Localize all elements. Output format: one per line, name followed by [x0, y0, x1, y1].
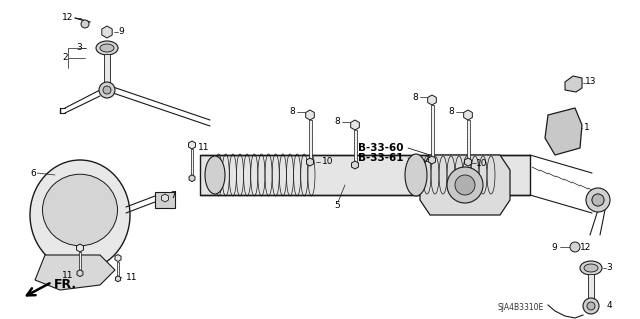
Ellipse shape — [580, 261, 602, 275]
Ellipse shape — [100, 44, 114, 52]
Text: 5: 5 — [334, 201, 340, 210]
Polygon shape — [463, 110, 472, 120]
Text: 8: 8 — [412, 93, 418, 101]
Circle shape — [455, 175, 475, 195]
Text: 11: 11 — [62, 271, 74, 279]
Polygon shape — [189, 141, 195, 149]
Text: 9: 9 — [118, 27, 124, 36]
Polygon shape — [420, 155, 510, 215]
Ellipse shape — [42, 174, 118, 246]
Text: 4: 4 — [607, 301, 612, 310]
Bar — [467, 120, 470, 162]
Bar — [104, 54, 110, 86]
Text: B-33-61: B-33-61 — [358, 153, 403, 163]
Circle shape — [587, 302, 595, 310]
Circle shape — [592, 194, 604, 206]
Polygon shape — [465, 158, 472, 166]
Circle shape — [103, 86, 111, 94]
Polygon shape — [307, 158, 314, 166]
Text: 7: 7 — [170, 190, 176, 199]
Text: 8: 8 — [334, 117, 340, 127]
Polygon shape — [161, 194, 168, 202]
Circle shape — [99, 82, 115, 98]
Circle shape — [583, 298, 599, 314]
Bar — [191, 149, 193, 175]
Polygon shape — [545, 108, 582, 155]
Bar — [200, 155, 530, 195]
Bar — [353, 130, 356, 165]
Text: 1: 1 — [584, 123, 589, 132]
Text: 2: 2 — [62, 54, 68, 63]
Polygon shape — [102, 26, 112, 38]
Text: 9: 9 — [551, 242, 557, 251]
Text: 8: 8 — [289, 108, 295, 116]
Ellipse shape — [205, 156, 225, 194]
Ellipse shape — [30, 160, 130, 270]
Polygon shape — [77, 244, 83, 252]
Circle shape — [447, 167, 483, 203]
Polygon shape — [189, 175, 195, 182]
Polygon shape — [351, 120, 359, 130]
Text: 10: 10 — [476, 159, 488, 167]
Text: 12: 12 — [62, 13, 74, 23]
Circle shape — [592, 194, 604, 206]
Polygon shape — [77, 270, 83, 277]
Circle shape — [586, 188, 610, 212]
Text: 11: 11 — [198, 144, 209, 152]
Polygon shape — [429, 156, 435, 164]
Text: FR.: FR. — [54, 278, 77, 291]
Polygon shape — [115, 255, 121, 262]
Text: 8: 8 — [448, 108, 454, 116]
Text: 6: 6 — [30, 168, 36, 177]
Polygon shape — [428, 95, 436, 105]
Ellipse shape — [96, 41, 118, 55]
Text: 13: 13 — [585, 78, 596, 86]
Circle shape — [81, 20, 89, 28]
Polygon shape — [35, 255, 115, 290]
Text: 11: 11 — [126, 273, 138, 283]
Text: 10: 10 — [322, 158, 333, 167]
Text: SJA4B3310E: SJA4B3310E — [498, 303, 544, 313]
Bar — [308, 120, 312, 162]
Circle shape — [570, 242, 580, 252]
Polygon shape — [565, 76, 582, 92]
Bar — [588, 274, 594, 302]
Bar — [117, 262, 119, 276]
Bar — [79, 252, 81, 270]
Bar — [431, 105, 433, 160]
Polygon shape — [351, 161, 358, 169]
Text: B-33-60: B-33-60 — [358, 143, 403, 153]
Ellipse shape — [584, 264, 598, 272]
Polygon shape — [306, 110, 314, 120]
Bar — [155, 192, 175, 208]
Polygon shape — [115, 276, 120, 282]
Text: 12: 12 — [580, 242, 591, 251]
Ellipse shape — [405, 154, 427, 196]
Text: 3: 3 — [606, 263, 612, 272]
Text: 3: 3 — [76, 43, 82, 53]
